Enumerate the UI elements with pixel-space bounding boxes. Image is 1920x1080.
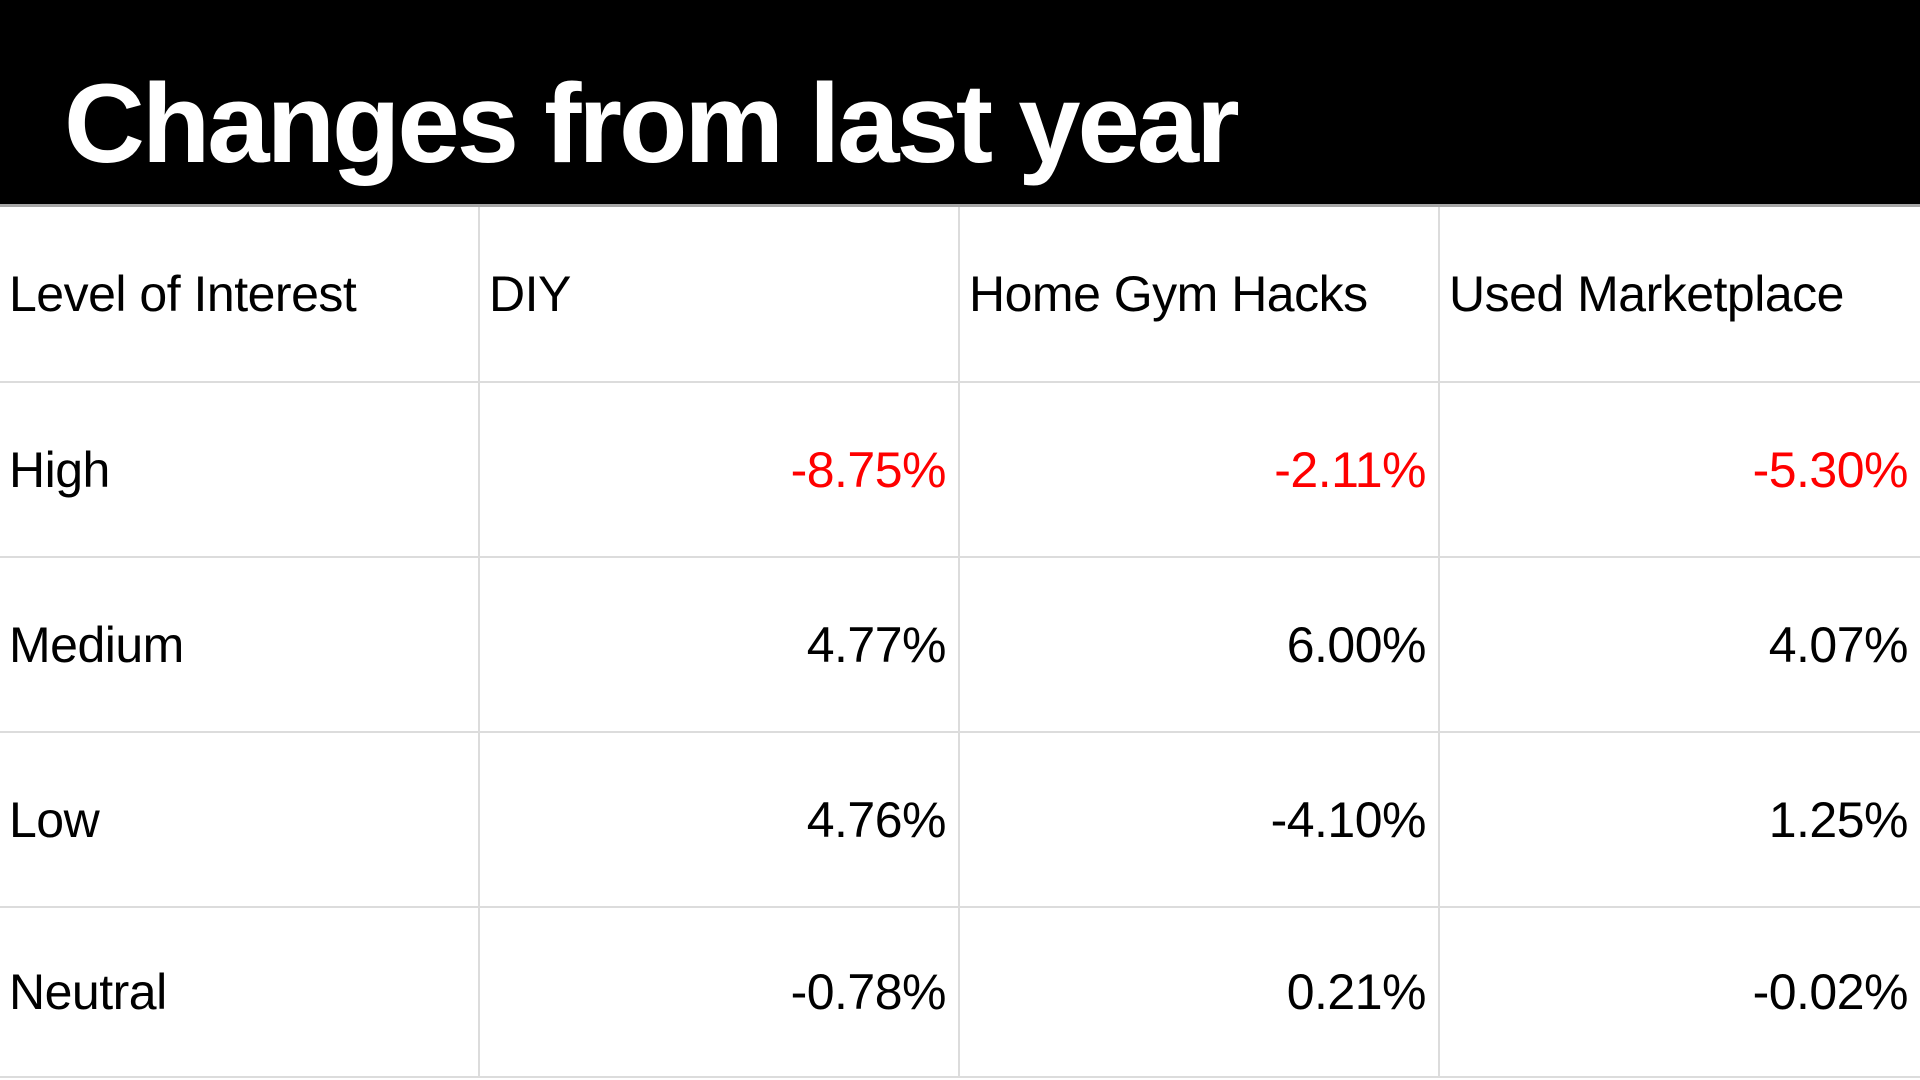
page-title: Changes from last year xyxy=(64,61,1240,186)
value-low-home-gym-hacks: -4.10% xyxy=(960,733,1440,908)
value-high-used-marketplace: -5.30% xyxy=(1440,383,1920,558)
column-header-used-marketplace: Used Marketplace xyxy=(1440,207,1920,383)
value-high-home-gym-hacks: -2.11% xyxy=(960,383,1440,558)
value-low-diy: 4.76% xyxy=(480,733,960,908)
value-neutral-home-gym-hacks: 0.21% xyxy=(960,908,1440,1078)
row-label-medium: Medium xyxy=(0,558,480,733)
value-low-used-marketplace: 1.25% xyxy=(1440,733,1920,908)
row-label-low: Low xyxy=(0,733,480,908)
data-table: Level of Interest DIY Home Gym Hacks Use… xyxy=(0,207,1920,1080)
row-label-high: High xyxy=(0,383,480,558)
value-medium-used-marketplace: 4.07% xyxy=(1440,558,1920,733)
row-label-neutral: Neutral xyxy=(0,908,480,1078)
value-high-diy: -8.75% xyxy=(480,383,960,558)
column-header-level-of-interest: Level of Interest xyxy=(0,207,480,383)
value-medium-diy: 4.77% xyxy=(480,558,960,733)
column-header-diy: DIY xyxy=(480,207,960,383)
title-bar: Changes from last year xyxy=(0,0,1920,207)
value-neutral-used-marketplace: -0.02% xyxy=(1440,908,1920,1078)
value-medium-home-gym-hacks: 6.00% xyxy=(960,558,1440,733)
column-header-home-gym-hacks: Home Gym Hacks xyxy=(960,207,1440,383)
value-neutral-diy: -0.78% xyxy=(480,908,960,1078)
